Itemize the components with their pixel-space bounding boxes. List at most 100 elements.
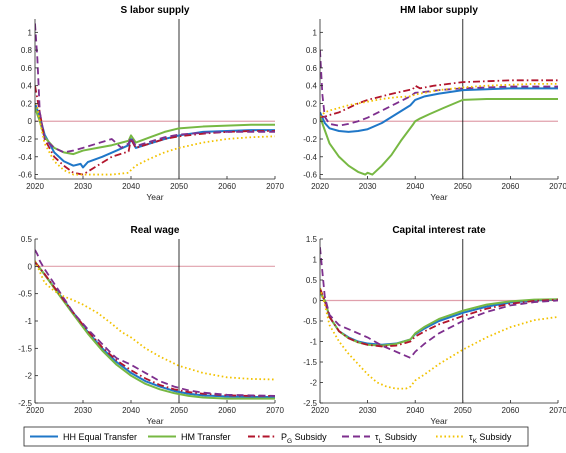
legend-item-2: HM Transfer: [148, 432, 231, 442]
legend-item-3: PG Subsidy: [248, 432, 327, 445]
y-tick-label: 0.6: [306, 64, 318, 73]
legend-symbol: τ: [469, 432, 473, 442]
y-tick-label: -2: [25, 372, 33, 381]
chart-panel-3: Real wage -2.5 -2 -1.5 -1 -0.5 0 0.5 2020 2030 204…: [18, 225, 284, 426]
series-line-1: [35, 261, 275, 398]
legend-symbol: τ: [375, 432, 379, 442]
legend-label: HH Equal Transfer: [63, 432, 137, 442]
y-tick-label: -1.5: [303, 358, 317, 367]
y-tick-label: -1: [310, 338, 318, 347]
y-tick-label: 0: [313, 297, 318, 306]
x-tick-label: 2030: [74, 406, 92, 415]
series-line-2: [320, 98, 558, 176]
y-tick-label: -2: [310, 379, 318, 388]
y-tick-label: -0.6: [303, 171, 317, 180]
x-axis-label: Year: [430, 192, 447, 202]
legend-symbol: P: [281, 432, 287, 442]
series-line-5: [35, 260, 275, 381]
y-tick-label: 0.8: [306, 46, 318, 55]
legend: HH Equal Transfer HM Transfer PG Subsidy τL…: [23, 426, 529, 447]
x-tick-label: 2060: [502, 406, 520, 415]
y-tick-label: 0.4: [21, 82, 33, 91]
y-tick-label: -1: [25, 317, 33, 326]
series-group: [35, 23, 275, 176]
legend-item-4: τL Subsidy: [342, 432, 417, 445]
x-axis-label: Year: [146, 416, 163, 426]
x-tick-label: 2040: [406, 182, 424, 191]
x-tick-label: 2050: [170, 406, 188, 415]
legend-box: [23, 426, 529, 447]
chart-panel-1: S labor supply -0.6 -0.4 -0.2 0 0.2 0.4 0.6 0.8 1…: [18, 5, 284, 202]
series-line-2: [35, 261, 275, 400]
x-tick-label: 2070: [266, 182, 284, 191]
series-line-4: [320, 50, 558, 127]
y-tick-label: -0.4: [18, 153, 32, 162]
legend-label: τK Subsidy: [469, 432, 512, 445]
y-tick-label: -0.2: [303, 135, 317, 144]
y-tick-label: 1: [313, 256, 318, 265]
series-line-4: [35, 23, 275, 154]
legend-suffix: Subsidy: [382, 432, 417, 442]
x-tick-label: 2060: [218, 406, 236, 415]
y-tick-label: -0.4: [303, 153, 317, 162]
series-line-3: [35, 261, 275, 397]
legend-item-5: τK Subsidy: [436, 432, 512, 445]
y-tick-label: -0.6: [18, 171, 32, 180]
x-tick-label: 2070: [549, 182, 566, 191]
series-line-2: [35, 107, 275, 156]
series-line-3: [320, 79, 558, 118]
y-tick-label: 0.5: [306, 276, 318, 285]
y-tick-label: -0.5: [18, 290, 32, 299]
x-tick-label: 2060: [502, 182, 520, 191]
series-line-4: [35, 249, 275, 397]
y-tick-label: 1: [28, 28, 33, 37]
series-line-5: [320, 287, 558, 390]
y-tick-label: -2.5: [18, 399, 32, 408]
x-tick-label: 2020: [311, 406, 329, 415]
legend-label: PG Subsidy: [281, 432, 327, 445]
series-group: [320, 50, 558, 176]
series-line-3: [35, 85, 275, 176]
y-tick-label: 0.5: [21, 235, 33, 244]
series-line-4: [320, 247, 558, 359]
x-tick-label: 2030: [74, 182, 92, 191]
x-tick-label: 2070: [266, 406, 284, 415]
legend-subscript: L: [379, 438, 383, 445]
y-tick-label: 0: [28, 262, 33, 271]
series-group: [35, 249, 275, 400]
chart-title: HM labor supply: [400, 5, 478, 16]
y-tick-label: 0.8: [21, 46, 33, 55]
legend-subscript: G: [287, 438, 292, 445]
series-group: [320, 247, 558, 390]
legend-label: τL Subsidy: [375, 432, 417, 445]
chart-panel-4: Capital interest rate -2.5 -2 -1.5 -1 -0.5 0 0.…: [303, 225, 566, 426]
series-line-3: [320, 287, 558, 348]
y-tick-label: 0.4: [306, 82, 318, 91]
legend-suffix: Subsidy: [292, 432, 327, 442]
chart-title: Real wage: [131, 225, 180, 236]
x-tick-label: 2040: [406, 406, 424, 415]
x-tick-label: 2020: [311, 182, 329, 191]
y-tick-label: -1.5: [18, 344, 32, 353]
y-tick-label: -0.5: [303, 317, 317, 326]
x-tick-label: 2040: [122, 406, 140, 415]
y-tick-label: -2.5: [303, 399, 317, 408]
x-tick-label: 2020: [26, 182, 44, 191]
y-tick-label: 0: [28, 117, 33, 126]
x-tick-label: 2020: [26, 406, 44, 415]
series-line-1: [320, 87, 558, 133]
x-axis-label: Year: [146, 192, 163, 202]
x-tick-label: 2040: [122, 182, 140, 191]
x-tick-label: 2030: [359, 182, 377, 191]
y-tick-label: 0.2: [21, 99, 33, 108]
y-tick-label: 0.2: [306, 99, 318, 108]
legend-item-1: HH Equal Transfer: [30, 432, 137, 442]
x-tick-label: 2030: [359, 406, 377, 415]
x-tick-label: 2050: [170, 182, 188, 191]
y-tick-label: 1: [313, 28, 318, 37]
x-tick-label: 2050: [454, 182, 472, 191]
legend-suffix: Subsidy: [477, 432, 512, 442]
legend-label: HM Transfer: [181, 432, 231, 442]
chart-title: S labor supply: [121, 5, 190, 16]
